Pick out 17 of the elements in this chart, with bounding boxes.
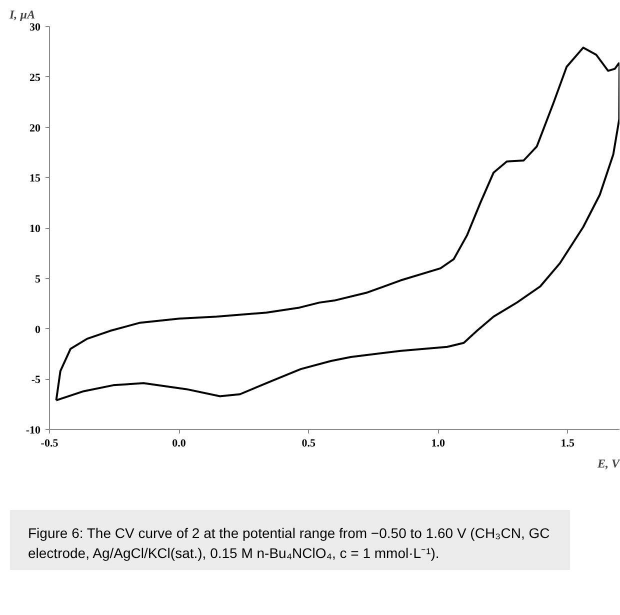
x-axis-title: E, V <box>596 456 620 470</box>
y-tick-label: 30 <box>30 22 41 34</box>
x-tick-label: -0.5 <box>40 438 59 450</box>
x-tick-label: 1.0 <box>431 438 446 450</box>
y-tick-label: -10 <box>26 424 41 436</box>
y-tick-label: 0 <box>35 324 41 336</box>
caption: Figure 6: The CV curve of 2 at the potential range from −0.50 to 1.60 V (CH₃CN, GC electrode, Ag/AgCl/KCl(sat.), 0.15 M n-Bu₄NClO₄, c = 1 mmol·L⁻¹). <box>28 524 551 563</box>
y-tick-label: 15 <box>30 172 41 185</box>
x-tick-label: 1.5 <box>560 438 576 450</box>
x-tick-label: 0.0 <box>172 438 186 450</box>
x-tick-label: 0.5 <box>302 438 316 450</box>
y-tick-label: 25 <box>30 72 41 84</box>
y-tick-label: 10 <box>30 223 41 235</box>
y-axis-title: I, µA <box>8 8 36 22</box>
y-tick-label: 20 <box>30 122 41 134</box>
y-tick-label: 5 <box>35 273 41 286</box>
y-tick-label: -5 <box>31 374 41 386</box>
